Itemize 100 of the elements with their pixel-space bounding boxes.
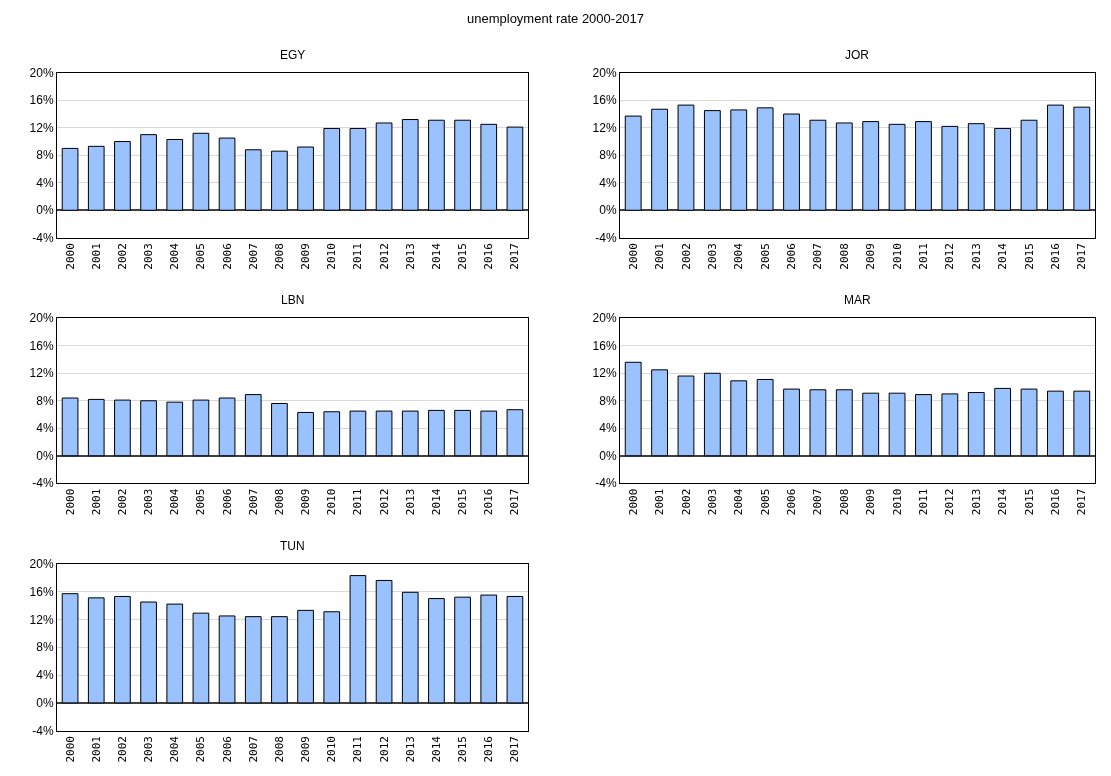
x-tick-label: 2011 <box>351 243 365 270</box>
x-tick-label: 2009 <box>299 488 313 516</box>
bar <box>244 394 262 457</box>
bar <box>835 122 853 211</box>
x-tick-label: 2005 <box>758 243 772 270</box>
x-tick-label: 2017 <box>508 243 522 270</box>
y-tick-label: 4% <box>599 175 617 190</box>
x-tick-label: 2010 <box>325 736 339 763</box>
x-tick-label: 2008 <box>273 243 286 270</box>
x-tick-label: 2002 <box>115 736 129 763</box>
bar <box>730 380 748 457</box>
bar <box>454 596 471 704</box>
y-tick-label: 20% <box>592 65 617 80</box>
x-tick-label: 2007 <box>811 243 825 270</box>
x-tick-label: 2006 <box>220 488 234 516</box>
x-tick-label: 2013 <box>403 488 417 516</box>
y-tick-label: 8% <box>36 640 54 655</box>
bar <box>1073 390 1091 457</box>
bar <box>297 609 314 704</box>
y-tick-label: 0% <box>36 448 54 463</box>
bar <box>651 108 668 211</box>
x-tick-label: 2014 <box>996 488 1010 516</box>
x-tick-label: 2008 <box>273 488 286 516</box>
bar <box>192 612 210 704</box>
x-tick-label: 2008 <box>837 488 851 516</box>
x-tick-label: 2001 <box>653 488 667 516</box>
y-tick-label: 20% <box>29 65 54 80</box>
y-tick-label: -4% <box>595 476 617 491</box>
bar <box>454 119 471 211</box>
bar <box>140 601 157 704</box>
x-tick-label: 2017 <box>1075 243 1089 270</box>
bar <box>480 123 498 211</box>
x-tick-label: 2002 <box>679 243 693 270</box>
x-tick-label: 2006 <box>785 488 799 516</box>
bar <box>1020 388 1038 457</box>
bar <box>506 126 524 211</box>
x-tick-label: 2004 <box>168 242 182 270</box>
bar <box>862 121 880 211</box>
bar <box>783 113 800 211</box>
x-tick-label: 2002 <box>115 488 129 516</box>
x-tick-label: 2012 <box>943 243 957 270</box>
y-tick-label: 8% <box>36 148 54 163</box>
bar <box>428 598 445 704</box>
bar <box>941 393 959 457</box>
x-tick-label: 2014 <box>430 242 443 270</box>
y-tick-label: 12% <box>29 366 54 381</box>
x-tick-label: 2000 <box>63 488 77 516</box>
bar <box>677 375 695 457</box>
chart-title: JOR <box>845 48 870 62</box>
x-tick-label: 2002 <box>679 488 693 516</box>
x-tick-label: 2012 <box>943 488 957 516</box>
x-tick-label: 2011 <box>917 243 931 270</box>
y-tick-label: -4% <box>32 723 54 738</box>
bar <box>297 146 314 211</box>
bar <box>967 123 985 211</box>
bar <box>323 411 341 457</box>
bar <box>401 410 419 457</box>
bar <box>915 394 932 457</box>
x-tick-label: 2006 <box>220 243 234 270</box>
y-tick-label: 16% <box>29 584 54 599</box>
x-tick-label: 2006 <box>785 243 799 270</box>
bar <box>835 389 853 457</box>
bar <box>506 409 524 457</box>
bar <box>218 137 236 211</box>
x-tick-label: 2017 <box>508 736 522 763</box>
bar <box>428 409 445 457</box>
chart-title: TUN <box>280 539 305 553</box>
bar <box>349 575 367 704</box>
x-tick-label: 2000 <box>63 736 77 763</box>
y-tick-label: -4% <box>32 230 54 245</box>
y-tick-label: 20% <box>592 311 617 326</box>
bar <box>1047 390 1064 457</box>
x-tick-label: 2016 <box>1048 488 1062 516</box>
x-tick-label: 2004 <box>732 488 746 516</box>
y-tick-label: 12% <box>592 120 617 135</box>
bar <box>244 616 262 704</box>
bar <box>349 127 367 211</box>
y-tick-label: 20% <box>29 556 54 571</box>
y-tick-label: 4% <box>599 421 617 436</box>
bar <box>271 616 288 704</box>
x-tick-label: 2011 <box>351 488 365 516</box>
x-tick-label: 2014 <box>430 735 443 763</box>
x-tick-label: 2009 <box>864 488 878 516</box>
text: unemployment rate 2000-2017 <box>467 11 645 26</box>
bar <box>1020 119 1038 211</box>
bar <box>323 127 341 211</box>
bar <box>624 361 642 457</box>
x-tick-label: 2005 <box>758 488 772 516</box>
y-tick-label: 12% <box>29 612 54 627</box>
x-tick-label: 2001 <box>89 243 103 270</box>
x-tick-label: 2012 <box>377 488 391 516</box>
bar <box>192 399 210 457</box>
x-tick-label: 2010 <box>325 488 339 516</box>
bar <box>677 104 695 211</box>
bar <box>297 411 314 457</box>
x-tick-label: 2008 <box>273 736 286 763</box>
x-tick-label: 2013 <box>969 488 983 516</box>
chart-title: EGY <box>280 48 306 62</box>
y-tick-label: 8% <box>36 393 54 408</box>
bar <box>915 121 932 211</box>
